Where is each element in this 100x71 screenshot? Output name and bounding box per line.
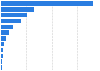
- Bar: [1, 25, 13, 29]
- Bar: [1, 1, 93, 6]
- Bar: [1, 65, 2, 70]
- Bar: [1, 13, 27, 17]
- Bar: [1, 36, 6, 41]
- Bar: [1, 30, 10, 35]
- Bar: [1, 19, 21, 23]
- Bar: [1, 42, 4, 46]
- Bar: [1, 59, 2, 64]
- Bar: [1, 48, 3, 52]
- Bar: [1, 54, 3, 58]
- Bar: [1, 7, 34, 12]
